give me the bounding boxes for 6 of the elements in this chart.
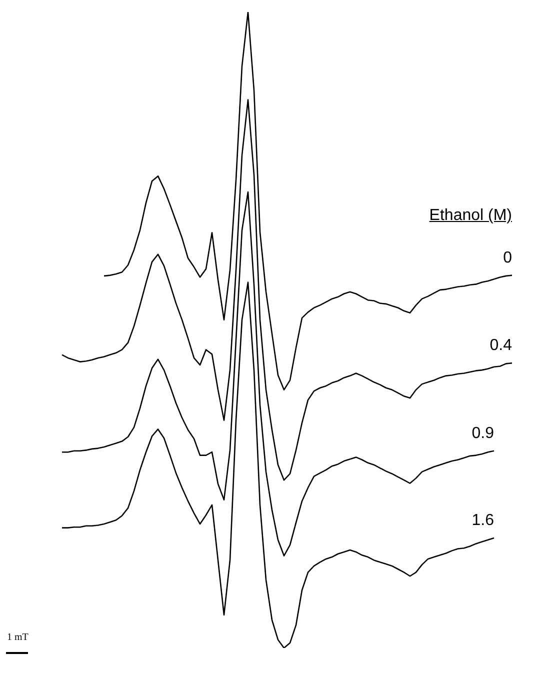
series-label: 1.6 (472, 512, 494, 529)
text: 1 mT (7, 632, 28, 643)
series-label: 0 (503, 249, 512, 266)
series-label: 0.9 (472, 424, 494, 442)
series-label: 0.4 (490, 337, 512, 354)
legend-title: Ethanol (M) (429, 207, 512, 226)
